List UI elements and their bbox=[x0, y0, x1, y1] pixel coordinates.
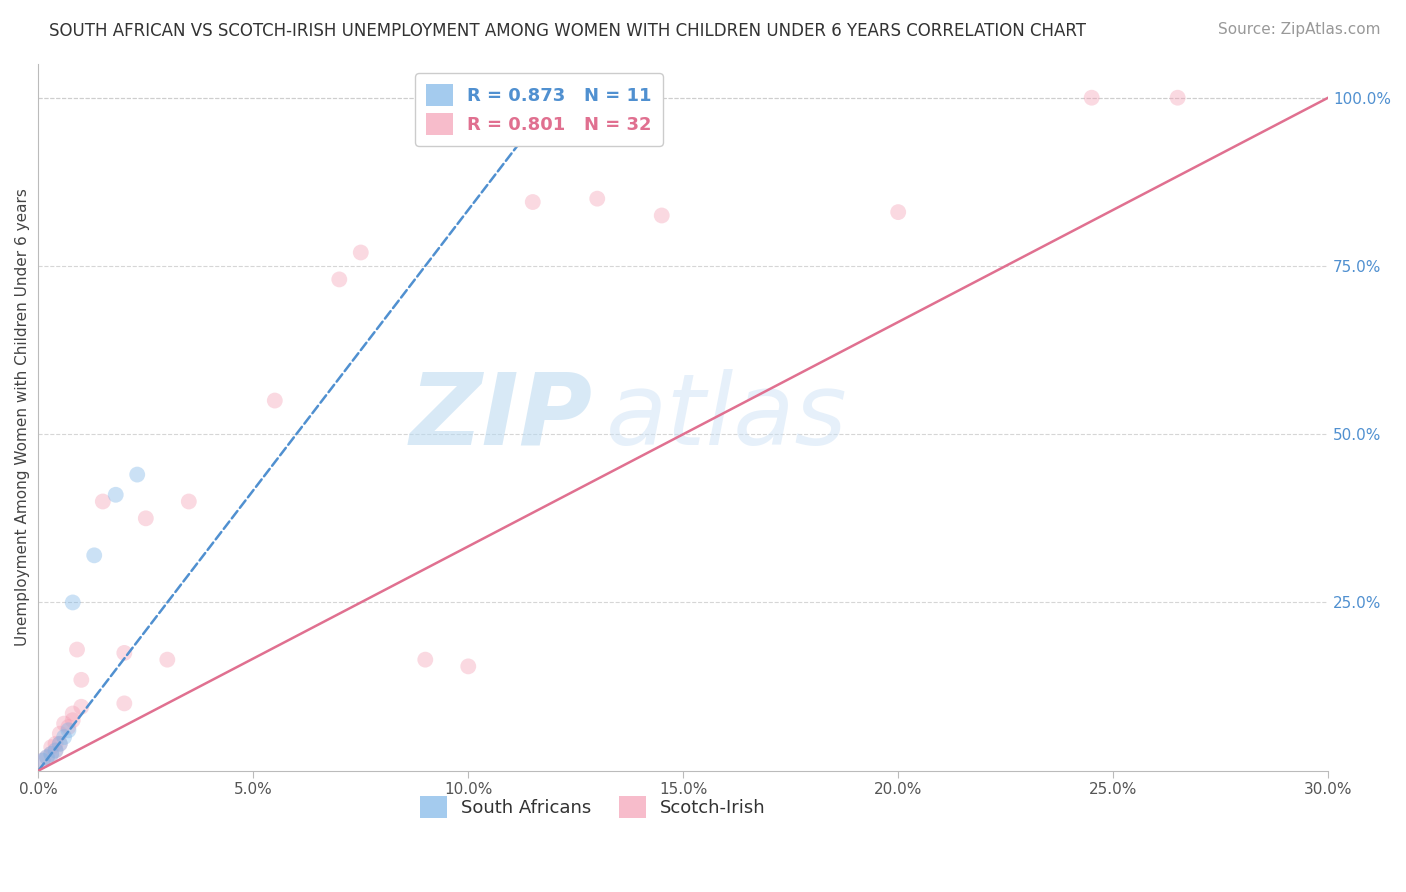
Point bbox=[83, 549, 105, 563]
Point bbox=[112, 697, 135, 711]
Point bbox=[44, 743, 66, 757]
Point bbox=[135, 511, 157, 525]
Point bbox=[49, 737, 72, 751]
Point bbox=[58, 720, 80, 734]
Text: atlas: atlas bbox=[606, 369, 848, 466]
Point bbox=[127, 467, 149, 482]
Point bbox=[53, 730, 76, 744]
Point bbox=[328, 272, 350, 286]
Point bbox=[66, 642, 89, 657]
Point bbox=[887, 205, 910, 219]
Y-axis label: Unemployment Among Women with Children Under 6 years: Unemployment Among Women with Children U… bbox=[15, 188, 30, 647]
Point bbox=[177, 494, 200, 508]
Point bbox=[457, 659, 479, 673]
Point bbox=[62, 706, 84, 721]
Point bbox=[62, 595, 84, 609]
Point bbox=[350, 245, 373, 260]
Point bbox=[49, 737, 72, 751]
Point bbox=[31, 754, 53, 768]
Point bbox=[586, 192, 609, 206]
Text: Source: ZipAtlas.com: Source: ZipAtlas.com bbox=[1218, 22, 1381, 37]
Point bbox=[112, 646, 135, 660]
Point bbox=[62, 713, 84, 727]
Point bbox=[263, 393, 285, 408]
Point bbox=[70, 699, 93, 714]
Point bbox=[413, 653, 436, 667]
Point bbox=[53, 716, 76, 731]
Point bbox=[31, 754, 53, 768]
Point bbox=[156, 653, 179, 667]
Legend: South Africans, Scotch-Irish: South Africans, Scotch-Irish bbox=[413, 789, 773, 825]
Point bbox=[35, 750, 58, 764]
Point bbox=[70, 673, 93, 687]
Point bbox=[1167, 91, 1189, 105]
Point bbox=[44, 743, 66, 757]
Point bbox=[1080, 91, 1102, 105]
Point bbox=[49, 727, 72, 741]
Point bbox=[39, 747, 62, 761]
Text: SOUTH AFRICAN VS SCOTCH-IRISH UNEMPLOYMENT AMONG WOMEN WITH CHILDREN UNDER 6 YEA: SOUTH AFRICAN VS SCOTCH-IRISH UNEMPLOYME… bbox=[49, 22, 1087, 40]
Point bbox=[91, 494, 114, 508]
Point bbox=[651, 209, 673, 223]
Point bbox=[39, 740, 62, 755]
Text: ZIP: ZIP bbox=[411, 369, 593, 466]
Point bbox=[44, 737, 66, 751]
Point bbox=[58, 723, 80, 738]
Point bbox=[35, 750, 58, 764]
Point bbox=[104, 488, 127, 502]
Point bbox=[39, 747, 62, 761]
Point bbox=[522, 194, 544, 209]
